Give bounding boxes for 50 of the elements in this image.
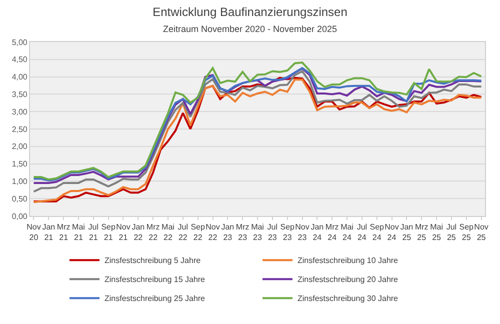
x-tick-label: Mrz 22 — [146, 222, 160, 242]
x-tick-label: Mrz 23 — [236, 222, 250, 242]
chart-title: Entwicklung Baufinanzierungszinsen — [152, 5, 348, 20]
y-tick-label: 4,50 — [12, 55, 28, 64]
x-tick-label: Jan 21 — [42, 222, 56, 242]
y-tick-label: 0,00 — [12, 212, 28, 221]
x-tick-label: Nov 24 — [384, 222, 399, 242]
x-tick-label: Nov 22 — [206, 222, 220, 242]
x-tick-label: Nov 23 — [295, 222, 310, 242]
x-tick-label: Jan 23 — [221, 222, 234, 242]
y-tick-label: 2,00 — [12, 142, 28, 152]
x-tick-label: Nov 25 — [474, 222, 488, 242]
x-tick-label: Jan 24 — [310, 222, 324, 242]
x-tick-label: Jul 21 — [88, 222, 99, 242]
x-tick-label: Nov 21 — [116, 222, 130, 242]
x-tick-label: Jul 22 — [178, 222, 188, 242]
x-tick-label: Sep 22 — [190, 222, 206, 242]
legend-label: Zinsfestschreibung 15 Jahre — [104, 275, 206, 284]
y-tick-label: 0,50 — [12, 194, 28, 204]
x-tick-label: Sep 21 — [101, 222, 116, 242]
y-tick-label: 5,00 — [12, 38, 28, 47]
x-tick-label: Mai 24 — [340, 222, 354, 242]
legend-label: Zinsfestschreibung 25 Jahre — [104, 294, 206, 304]
legend-label: Zinsfestschreibung 5 Jahre — [104, 256, 202, 266]
x-tick-label: Jul 24 — [356, 222, 368, 242]
y-tick-label: 4,00 — [12, 72, 28, 82]
x-tick-label: Jul 25 — [446, 222, 457, 242]
y-tick-label: 3,00 — [12, 107, 28, 116]
y-tick-label: 1,50 — [12, 160, 28, 169]
y-tick-label: 2,50 — [12, 124, 28, 134]
legend-label: Zinsfestschreibung 10 Jahre — [298, 256, 399, 266]
x-tick-label: Jan 22 — [132, 222, 145, 242]
x-tick-label: Mai 22 — [162, 222, 175, 242]
x-tick-label: Mrz 25 — [414, 222, 428, 242]
x-tick-label: Mrz 24 — [325, 222, 339, 242]
x-tick-label: Jan 25 — [400, 222, 414, 242]
chart-subtitle: Zeitraum November 2020 - November 2025 — [162, 24, 338, 34]
x-tick-label: Sep 25 — [459, 222, 474, 242]
x-tick-label: Sep 23 — [280, 222, 296, 242]
x-tick-label: Mai 21 — [72, 222, 86, 242]
y-tick-label: 3,50 — [12, 90, 28, 99]
x-tick-label: Mai 25 — [430, 222, 444, 242]
x-tick-label: Nov 20 — [26, 222, 41, 242]
x-tick-label: Mrz 21 — [56, 222, 70, 242]
x-tick-label: Jul 23 — [267, 222, 278, 242]
legend-label: Zinsfestschreibung 20 Jahre — [298, 275, 399, 284]
legend-label: Zinsfestschreibung 30 Jahre — [298, 294, 399, 304]
x-tick-label: Sep 24 — [370, 222, 385, 242]
y-tick-label: 1,00 — [12, 177, 28, 186]
x-tick-label: Mai 23 — [251, 222, 264, 242]
